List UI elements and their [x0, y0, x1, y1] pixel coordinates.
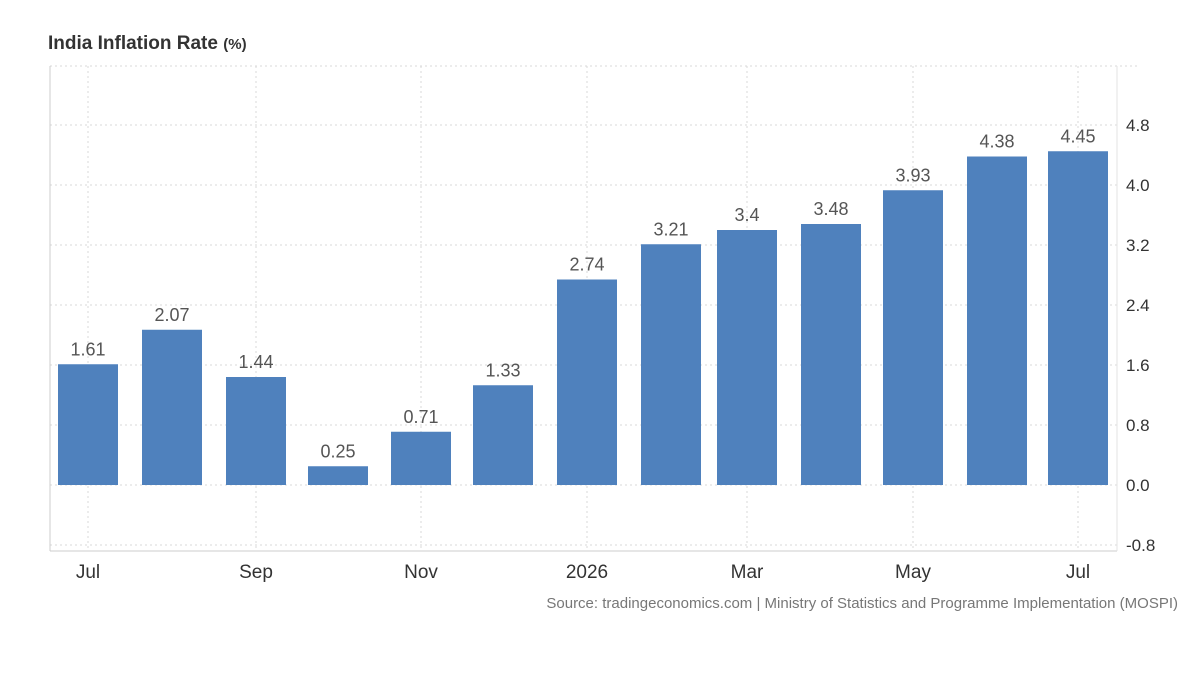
bar-jul-12[interactable] [1048, 151, 1108, 485]
bar-value-label: 3.93 [895, 165, 930, 185]
bar-value-label: 0.71 [403, 407, 438, 427]
y-tick-label: 1.6 [1126, 356, 1150, 375]
source-note: Source: tradingeconomics.com | Ministry … [546, 595, 1178, 612]
bar-sep-2[interactable] [226, 377, 286, 485]
bar-mar-8[interactable] [717, 230, 777, 485]
chart-title-unit: (%) [223, 36, 247, 53]
x-tick-label: Mar [731, 562, 764, 583]
bar-value-label: 1.61 [70, 339, 105, 359]
y-tick-label: 2.4 [1126, 296, 1150, 315]
x-tick-label: Jul [76, 562, 100, 583]
x-tick-label: Sep [239, 562, 273, 583]
bar-value-label: 2.07 [154, 305, 189, 325]
x-tick-label: Jul [1066, 562, 1090, 583]
bar-value-label: 1.44 [238, 352, 273, 372]
bar-value-label: 3.48 [813, 199, 848, 219]
bar-value-label: 4.38 [979, 132, 1014, 152]
bar-value-label: 3.4 [734, 205, 759, 225]
chart-title-text: India Inflation Rate [48, 33, 218, 54]
bar-dec-5[interactable] [473, 385, 533, 485]
y-tick-label: 0.0 [1126, 476, 1150, 495]
y-tick-label: 4.0 [1126, 176, 1150, 195]
bar-value-label: 2.74 [569, 255, 604, 275]
bar-value-label: 3.21 [653, 219, 688, 239]
x-tick-label: Nov [404, 562, 438, 583]
bar-apr-9[interactable] [801, 224, 861, 485]
bar-jun-11[interactable] [967, 156, 1027, 486]
bar-jul-0[interactable] [58, 364, 118, 485]
bar-value-label: 1.33 [485, 360, 520, 380]
bar-oct-3[interactable] [308, 466, 368, 485]
bar-2026-6[interactable] [557, 279, 617, 486]
bar-nov-4[interactable] [391, 431, 451, 485]
y-tick-label: -0.8 [1126, 536, 1155, 555]
bar-aug-1[interactable] [142, 329, 202, 485]
bar-value-label: 4.45 [1060, 126, 1095, 146]
y-tick-label: 4.8 [1126, 116, 1150, 135]
bar-feb-7[interactable] [641, 244, 701, 485]
chart-title: India Inflation Rate (%) [48, 33, 247, 55]
y-tick-label: 3.2 [1126, 236, 1150, 255]
y-tick-label: 0.8 [1126, 416, 1150, 435]
bar-value-label: 0.25 [320, 441, 355, 461]
x-tick-label: May [895, 562, 931, 583]
bar-may-10[interactable] [883, 190, 943, 485]
x-tick-label: 2026 [566, 562, 608, 583]
